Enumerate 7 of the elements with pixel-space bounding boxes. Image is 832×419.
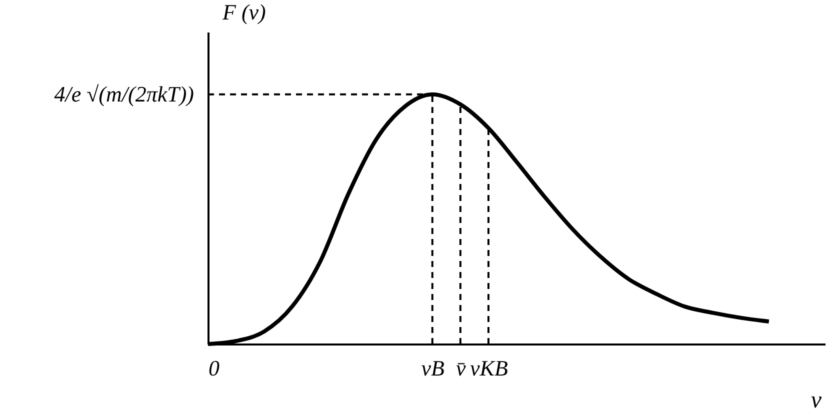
y-axis-title: F (v) — [222, 0, 266, 24]
x-tick-label: vB — [421, 356, 444, 380]
annotation: 4/e √(m/(2πkT)) — [54, 81, 194, 106]
x-tick-label: v̄ — [456, 356, 466, 380]
x-tick-label: 0 — [208, 356, 220, 380]
x-tick-label: vKB — [470, 356, 508, 380]
x-axis-title: v — [810, 388, 822, 414]
